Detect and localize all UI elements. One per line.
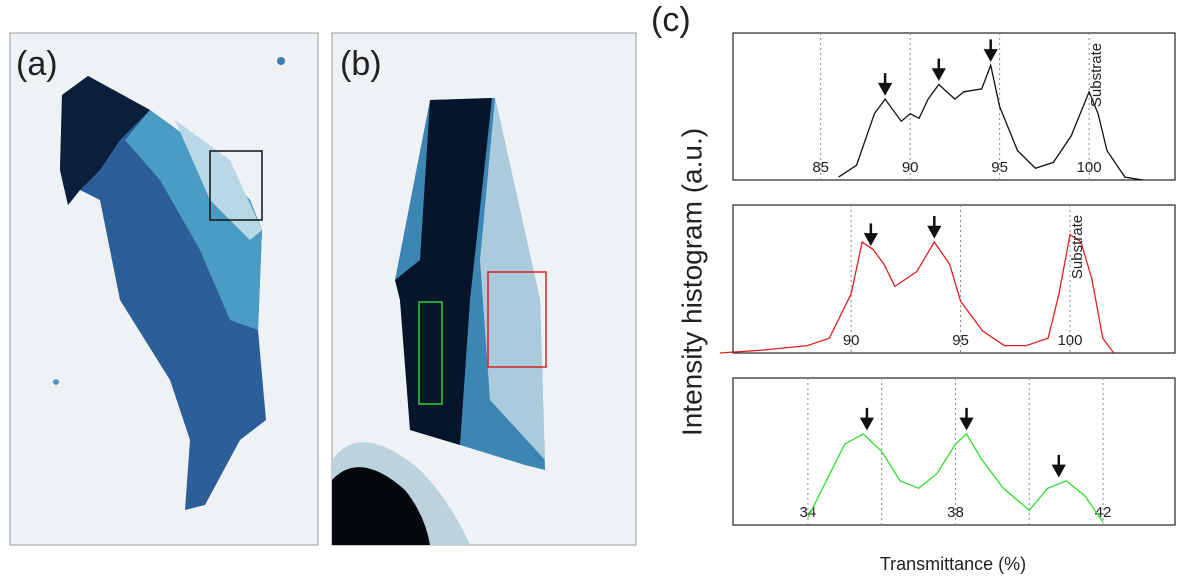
flake-thick: [60, 76, 150, 205]
x-tick-label: 100: [1057, 332, 1082, 349]
x-tick-label: 38: [947, 504, 964, 521]
panel-label: (a): [16, 45, 58, 83]
micrograph-a: (a): [9, 32, 319, 546]
roi-box: [418, 301, 443, 405]
panel-label: (b): [340, 45, 382, 83]
x-axis-title: Transmittance (%): [880, 554, 1026, 574]
x-tick-label: 42: [1095, 504, 1112, 521]
dot: [277, 57, 285, 65]
annotation: Substrate: [1088, 43, 1105, 107]
peak-arrow: [983, 39, 998, 62]
x-tick-label: 85: [812, 159, 829, 176]
peak-arrow: [927, 216, 942, 239]
roi-box: [209, 150, 263, 221]
micrograph-b: (b): [331, 32, 637, 546]
plot-frame: [732, 32, 1176, 181]
panel-label: (c): [651, 1, 691, 39]
flake-thinnest: [175, 120, 262, 240]
peak-arrow: [859, 407, 875, 431]
peak-arrow: [959, 407, 974, 431]
blob: [332, 467, 430, 545]
x-tick-label: 90: [843, 332, 860, 349]
peak-arrow: [931, 58, 946, 82]
flake-thin: [125, 110, 262, 330]
x-tick-label: 90: [902, 159, 919, 176]
histogram-curve: [719, 233, 1115, 354]
plot-frame: [732, 377, 1176, 526]
peak-arrow: [877, 73, 893, 96]
y-axis-title: Intensity histogram (a.u.): [676, 128, 707, 436]
plot-frame: [732, 204, 1176, 354]
x-tick-label: 95: [952, 332, 969, 349]
dot: [53, 379, 59, 385]
peak-arrow: [1051, 454, 1066, 478]
x-tick-label: 100: [1077, 159, 1102, 176]
histogram-curve: [838, 63, 1143, 181]
roi-box: [487, 271, 547, 368]
peak-arrow: [863, 223, 878, 246]
histogram-curve: [807, 432, 1104, 523]
flake-thin: [480, 98, 545, 460]
x-tick-label: 95: [991, 159, 1008, 176]
annotation: Substrate: [1069, 215, 1086, 279]
